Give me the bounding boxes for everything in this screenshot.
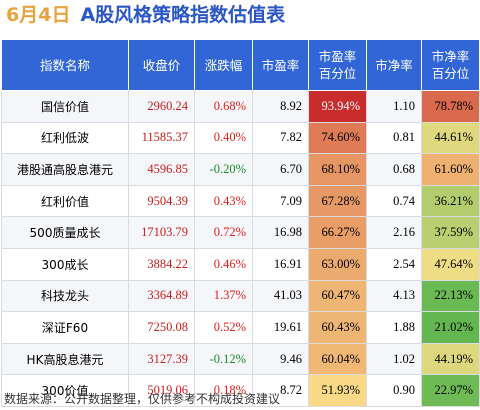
pe-cell: 16.98 [252, 216, 309, 249]
col-header-close: 收盘价 [128, 39, 195, 91]
pb-cell: 0.90 [366, 374, 422, 407]
change-cell: 0.40% [194, 121, 253, 155]
pb-percentile-cell: 47.64% [421, 247, 480, 281]
close-price-cell: 17103.79 [128, 216, 195, 249]
pb-percentile-cell: 44.19% [421, 342, 480, 376]
close-price-cell: 9504.39 [128, 184, 195, 218]
index-name-cell: 300价值 [1, 374, 129, 407]
pb-percentile-cell: 44.61% [421, 121, 480, 155]
pb-cell: 1.10 [366, 90, 422, 123]
pe-percentile-cell: 66.27% [308, 216, 367, 249]
source-note: 数据来源：公开数据整理，仅供参考不构成投资建议 [4, 392, 281, 406]
pe-percentile-cell: 68.10% [308, 153, 367, 186]
pb-cell: 2.54 [366, 247, 422, 281]
pb-percentile-cell: 37.59% [421, 216, 480, 249]
table-row: HK高股息港元 3127.39 -0.12% 9.46 60.04% 1.02 44.19% [1, 342, 480, 376]
index-name-cell: 港股通高股息港元 [1, 153, 129, 186]
table-row: 500质量成长 17103.79 0.72% 16.98 66.27% 2.16 37.59… [1, 216, 480, 249]
pe-cell: 41.03 [252, 279, 309, 313]
index-name-cell: 深证F60 [1, 311, 129, 344]
change-cell: 0.52% [194, 311, 253, 344]
valuation-table: 指数名称 收盘价 涨跌幅 市盈率 市盈率 百分位 市净率 市净率 百分位 国信价值 2… [1, 39, 480, 407]
pb-percentile-cell: 36.21% [421, 184, 480, 218]
change-cell: -0.12% [194, 342, 253, 376]
pe-cell: 7.09 [252, 184, 309, 218]
index-name-cell: HK高股息港元 [1, 342, 129, 376]
pb-percentile-cell: 22.13% [421, 279, 480, 313]
table-row: 科技龙头 3364.89 1.37% 41.03 60.47% 4.13 22.13% [1, 279, 480, 313]
pe-percentile-cell: 60.04% [308, 342, 367, 376]
pe-cell: 7.82 [252, 121, 309, 155]
change-cell: 0.46% [194, 247, 253, 281]
close-price-cell: 3127.39 [128, 342, 195, 376]
header-row: 指数名称 收盘价 涨跌幅 市盈率 市盈率 百分位 市净率 市净率 百分位 [1, 39, 480, 91]
pe-cell: 6.70 [252, 153, 309, 186]
table-row: 300成长 3884.22 0.46% 16.91 63.00% 2.54 47.64% [1, 247, 480, 281]
pe-cell: 8.92 [252, 90, 309, 123]
change-cell: 0.72% [194, 216, 253, 249]
col-header-pb-percentile: 市净率 百分位 [421, 39, 480, 91]
pb-percentile-cell: 78.78% [421, 90, 480, 123]
pb-percentile-cell: 22.97% [421, 374, 480, 407]
col-header-pe: 市盈率 [252, 39, 309, 91]
table-row: 红利低波 11585.37 0.40% 7.82 74.60% 0.81 44.61% [1, 121, 480, 155]
pb-percentile-cell: 61.60% [421, 153, 480, 186]
index-name-cell: 国信价值 [1, 90, 129, 123]
close-price-cell: 3884.22 [128, 247, 195, 281]
index-name-cell: 红利价值 [1, 184, 129, 218]
pb-cell: 2.16 [366, 216, 422, 249]
pe-cell: 19.61 [252, 311, 309, 344]
col-header-pb: 市净率 [366, 39, 422, 91]
change-cell: -0.20% [194, 153, 253, 186]
index-name-cell: 300成长 [1, 247, 129, 281]
pe-percentile-cell: 60.47% [308, 279, 367, 313]
pb-cell: 0.81 [366, 121, 422, 155]
pb-cell: 0.74 [366, 184, 422, 218]
title-date: 6月4日 [6, 4, 71, 26]
pe-percentile-cell: 63.00% [308, 247, 367, 281]
pb-cell: 0.68 [366, 153, 422, 186]
close-price-cell: 3364.89 [128, 279, 195, 313]
table-row: 红利价值 9504.39 0.43% 7.09 67.28% 0.74 36.21% [1, 184, 480, 218]
pe-percentile-cell: 67.28% [308, 184, 367, 218]
pe-percentile-cell: 74.60% [308, 121, 367, 155]
close-price-cell: 2960.24 [128, 90, 195, 123]
index-name-cell: 红利低波 [1, 121, 129, 155]
pb-cell: 4.13 [366, 279, 422, 313]
pe-percentile-cell: 60.43% [308, 311, 367, 344]
page-title: 6月4日 A股风格策略指数估值表 [6, 4, 285, 26]
col-header-name: 指数名称 [1, 39, 129, 91]
close-price-cell: 4596.85 [128, 153, 195, 186]
pe-percentile-cell: 51.93% [308, 374, 367, 407]
table-row: 深证F60 7250.08 0.52% 19.61 60.43% 1.88 21.02% [1, 311, 480, 344]
pe-cell: 16.91 [252, 247, 309, 281]
pb-cell: 1.88 [366, 311, 422, 344]
table-row: 300价值 5019.06 0.18% 8.72 51.93% 0.90 22.97% [1, 374, 480, 407]
pb-percentile-cell: 21.02% [421, 311, 480, 344]
col-header-pe-percentile: 市盈率 百分位 [308, 39, 367, 91]
index-name-cell: 科技龙头 [1, 279, 129, 313]
change-cell: 1.37% [194, 279, 253, 313]
pe-cell: 9.46 [252, 342, 309, 376]
close-price-cell: 11585.37 [128, 121, 195, 155]
change-cell: 0.43% [194, 184, 253, 218]
table-body: 国信价值 2960.24 0.68% 8.92 93.94% 1.10 78.78% 红利低波… [1, 90, 480, 407]
title-main: A股风格策略指数估值表 [80, 4, 286, 26]
pb-cell: 1.02 [366, 342, 422, 376]
change-cell: 0.18% [194, 374, 253, 407]
table-row: 国信价值 2960.24 0.68% 8.92 93.94% 1.10 78.78% [1, 90, 480, 123]
index-name-cell: 500质量成长 [1, 216, 129, 249]
table-row: 港股通高股息港元 4596.85 -0.20% 6.70 68.10% 0.68 61.60… [1, 153, 480, 186]
change-cell: 0.68% [194, 90, 253, 123]
pe-percentile-cell: 93.94% [308, 90, 367, 123]
col-header-change: 涨跌幅 [194, 39, 253, 91]
close-price-cell: 7250.08 [128, 311, 195, 344]
